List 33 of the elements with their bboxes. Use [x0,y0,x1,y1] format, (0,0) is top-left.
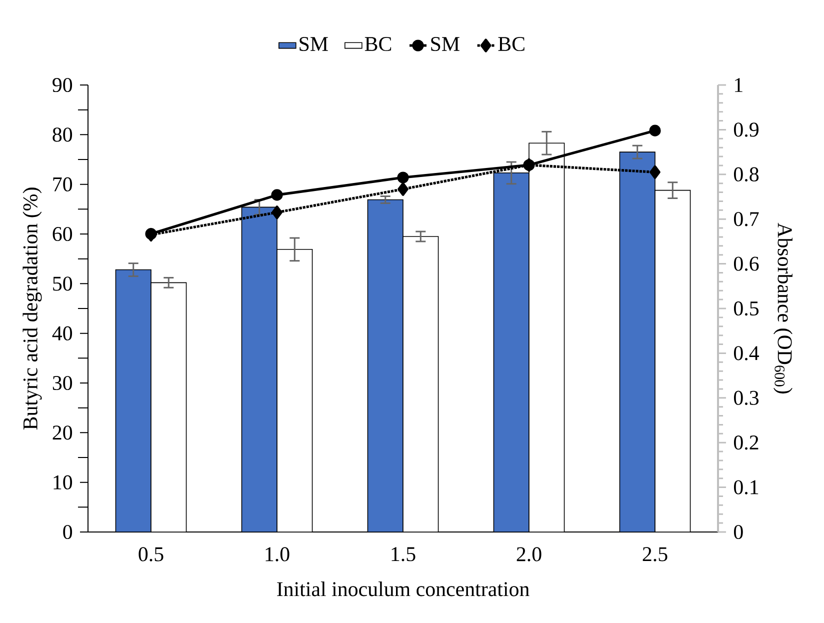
y-tick-label: 20 [52,426,72,440]
legend-label: SM [300,36,328,52]
legend-label: SM [431,36,460,52]
x-tick-label: 2.5 [642,547,668,562]
x-tick-label: 1.0 [266,547,290,562]
y-tick-label: 80 [52,128,72,142]
y-tick-label: 90 [52,78,72,92]
x-axis-title: Initial inoculum concentration [277,582,530,596]
y-tick-label: 70 [53,177,72,192]
y2-tick-label: 0.2 [734,436,758,450]
y2-tick-label: 0.5 [734,301,759,316]
y-tick-label: 0 [63,524,72,540]
y2-tick-label: 0.1 [734,480,758,494]
y2-tick-label: 0.8 [734,167,759,182]
y2-tick-label: 1 [735,78,742,92]
x-tick-label: 0.5 [138,547,164,562]
legend-label: BC [364,36,392,52]
x-tick-label: 1.5 [392,547,416,562]
y2-tick-label: 0.6 [734,256,759,271]
y2-tick-label: 0.9 [734,122,758,137]
y2-axis-title: Absorbance (OD$_{600}$) [773,222,792,394]
y-tick-label: 30 [52,376,72,390]
y-tick-label: 10 [54,475,72,490]
y2-tick-label: 0 [734,524,743,540]
y-axis-title: Butyric acid degradation (%) [22,188,42,430]
y2-tick-label: 0.4 [734,346,760,360]
y-tick-label: 60 [52,226,72,242]
y2-tick-label: 0.7 [734,212,759,226]
y-tick-label: 50 [53,276,72,291]
legend-label: BC [498,36,524,52]
x-tick-label: 2.0 [516,547,542,562]
y2-tick-label: 0.3 [734,390,759,406]
y-tick-label: 40 [52,326,72,340]
